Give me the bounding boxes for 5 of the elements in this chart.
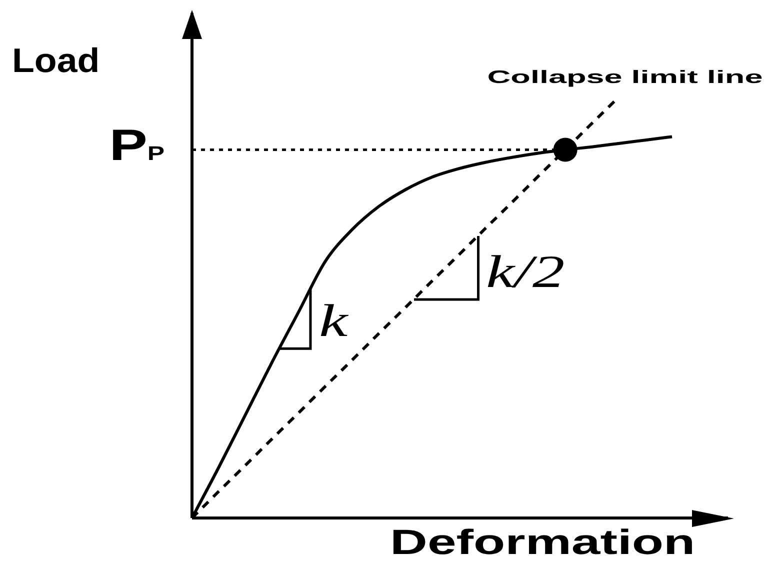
annotation: k/2 bbox=[486, 246, 565, 297]
y-axis-title: Load bbox=[12, 42, 100, 80]
series-label: Collapse limit line bbox=[486, 67, 762, 88]
x-axis-title: Deformation bbox=[390, 523, 695, 562]
annotation: k bbox=[318, 294, 348, 346]
